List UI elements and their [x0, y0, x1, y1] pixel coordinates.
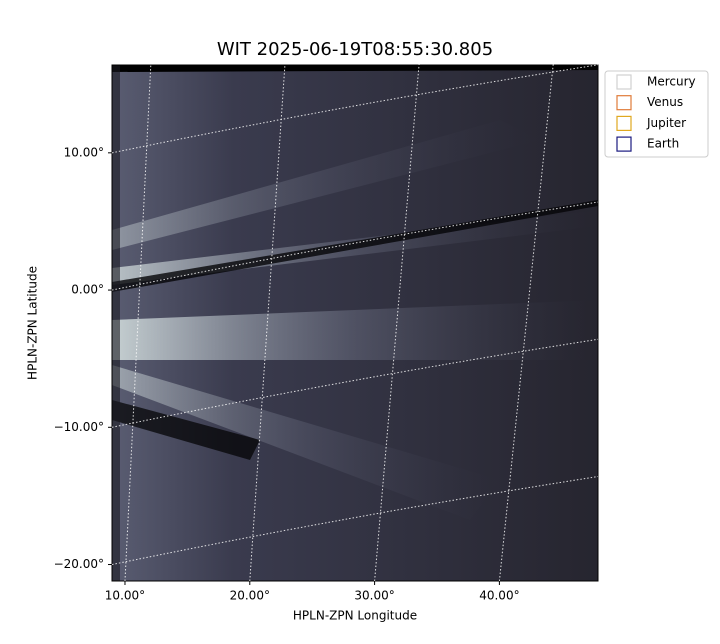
y-tick-label: −10.00°	[54, 420, 104, 434]
y-tick-label: 10.00°	[64, 145, 104, 159]
grid-line	[124, 61, 152, 582]
legend-swatch	[616, 136, 632, 152]
x-tick-label: 30.00°	[354, 589, 394, 603]
legend-label: Jupiter	[646, 116, 686, 130]
y-axis-label: HPLN-ZPN Latitude	[26, 266, 40, 380]
legend-label: Earth	[647, 137, 679, 151]
image	[112, 65, 598, 581]
plot-frame	[111, 64, 599, 582]
legend-swatch	[616, 95, 632, 111]
y-tick-label: −20.00°	[54, 557, 104, 571]
legend-label: Venus	[647, 95, 683, 109]
grid-line	[374, 61, 420, 582]
legend-box	[604, 70, 709, 158]
grid-line	[498, 61, 554, 582]
legend-swatch	[616, 115, 632, 132]
legend: Mercury Venus Jupiter Earth	[604, 70, 709, 158]
x-tick-label: 40.00°	[479, 589, 519, 603]
y-tick-label: 0.00°	[71, 283, 104, 297]
x-axis-label: HPLN-ZPN Longitude	[293, 609, 417, 623]
chart-title: WIT 2025-06-19T08:55:30.805	[217, 39, 493, 60]
grid-line	[249, 61, 286, 582]
legend-label: Mercury	[647, 75, 696, 89]
legend-swatch	[616, 74, 632, 90]
x-tick-label: 10.00°	[105, 589, 145, 603]
x-tick-label: 20.00°	[230, 589, 270, 603]
